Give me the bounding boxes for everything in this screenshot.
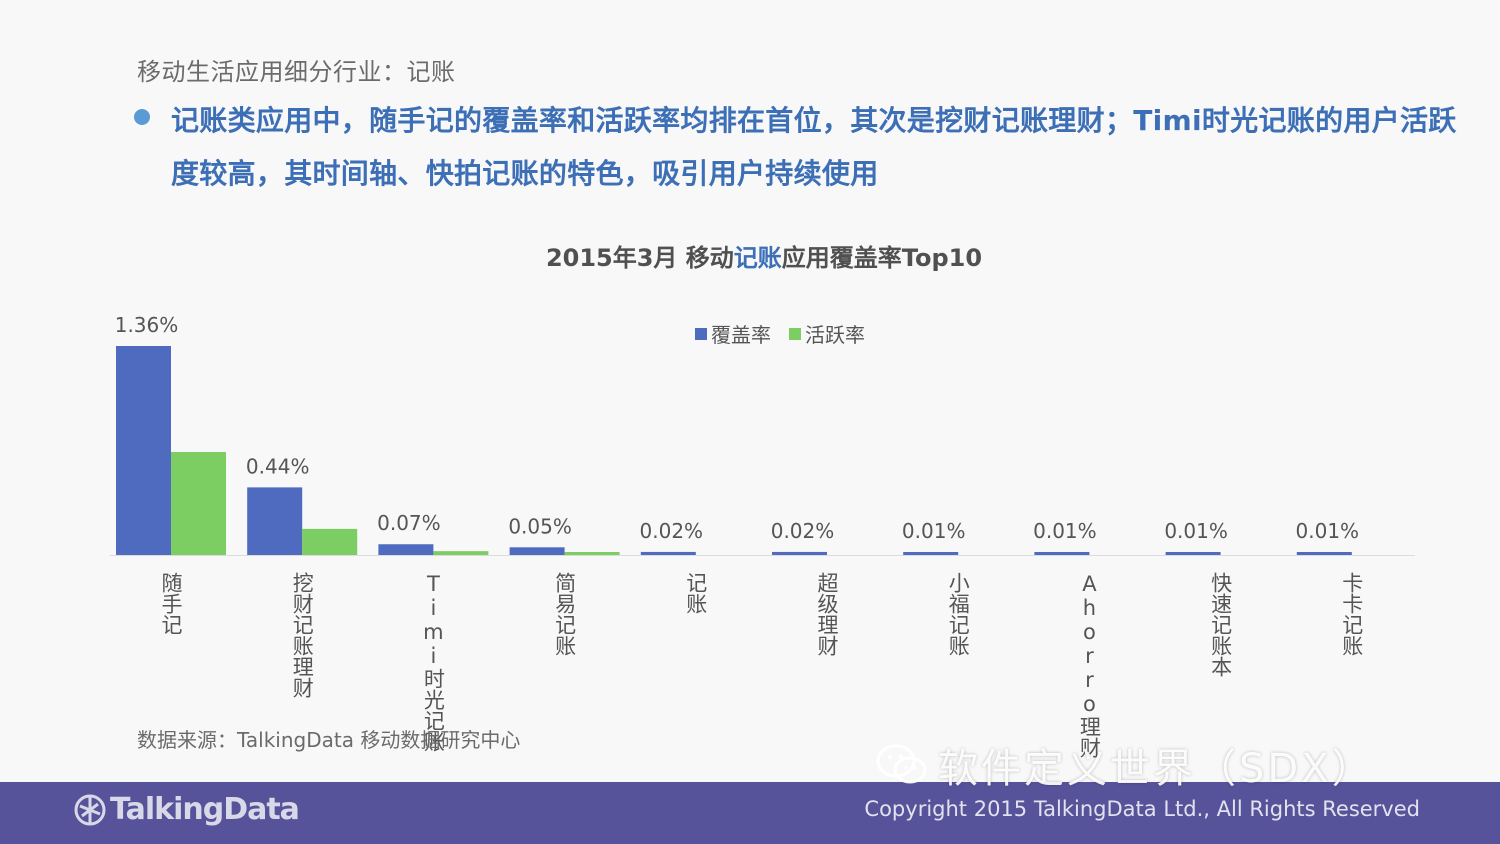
bar-active-2 [433,551,489,555]
talkingdata-logo: TalkingData [74,792,300,827]
bar-coverage-5 [772,551,827,555]
chart-title: 2015年3月 移动记账应用覆盖率Top10 [0,238,1500,273]
category-label-6: 小福记账 [946,572,970,656]
bar-coverage-1 [247,487,303,555]
legend-label-coverage: 覆盖率 [711,323,771,347]
bar-coverage-9 [1296,552,1352,555]
watermark: 软件定义世界（SDX） [876,736,1375,794]
legend-item-coverage: 覆盖率 [695,319,771,348]
watermark-text: 软件定义世界（SDX） [938,746,1375,792]
bar-active-1 [302,528,358,555]
category-label-7: Ahorro理财 [1077,572,1101,758]
legend-item-active: 活跃率 [789,319,865,348]
data-label-4: 0.02% [640,519,704,543]
bar-coverage-3 [509,547,565,555]
data-label-5: 0.02% [771,519,835,543]
category-label-9: 卡卡记账 [1340,572,1364,656]
category-label-4: 记账 [684,572,708,614]
data-label-0: 1.36% [115,313,179,337]
bar-coverage-8 [1165,552,1221,555]
data-label-6: 0.01% [902,519,966,543]
logo-text: TalkingData [110,792,300,827]
chart-title-part2: 记账 [733,244,782,272]
section-title: 移动生活应用细分行业：记账 [137,58,456,86]
category-label-5: 超级理财 [815,572,839,656]
category-label-3: 简易记账 [553,572,577,656]
wechat-icon [876,744,927,784]
data-label-8: 0.01% [1164,519,1228,543]
data-label-2: 0.07% [377,511,441,535]
data-label-9: 0.01% [1296,519,1360,543]
category-label-8: 快速记账本 [1209,572,1233,677]
legend-swatch-active [789,327,801,340]
footer-bar [0,782,1500,844]
data-label-1: 0.44% [246,454,310,478]
copyright: Copyright 2015 TalkingData Ltd., All Rig… [864,797,1420,821]
data-label-7: 0.01% [1033,519,1097,543]
chart-title-part3: 应用覆盖率Top10 [781,244,983,272]
bullet-dot [134,109,150,125]
bar-active-0 [171,452,226,555]
data-source: 数据来源：TalkingData 移动数据研究中心 [137,728,521,752]
category-label-0: 随手记 [159,572,183,635]
bar-coverage-0 [116,346,171,555]
bar-active-3 [564,552,620,555]
bullet-text: 记账类应用中，随手记的覆盖率和活跃率均排在首位，其次是挖财记账理财；Timi时光… [171,104,1457,190]
logo-globe-icon [74,794,106,825]
data-label-3: 0.05% [508,514,572,538]
bar-coverage-2 [378,544,434,555]
chart-legend: 覆盖率 活跃率 [695,319,883,348]
category-label-1: 挖财记账理财 [290,572,314,698]
bar-coverage-7 [1034,552,1090,555]
legend-swatch-coverage [695,327,707,340]
category-label-2: Timi时光记账 [421,572,445,752]
bar-coverage-4 [640,551,696,555]
bar-coverage-6 [903,552,959,555]
legend-label-active: 活跃率 [805,323,865,347]
chart-title-part1: 2015年3月 移动 [545,244,734,272]
